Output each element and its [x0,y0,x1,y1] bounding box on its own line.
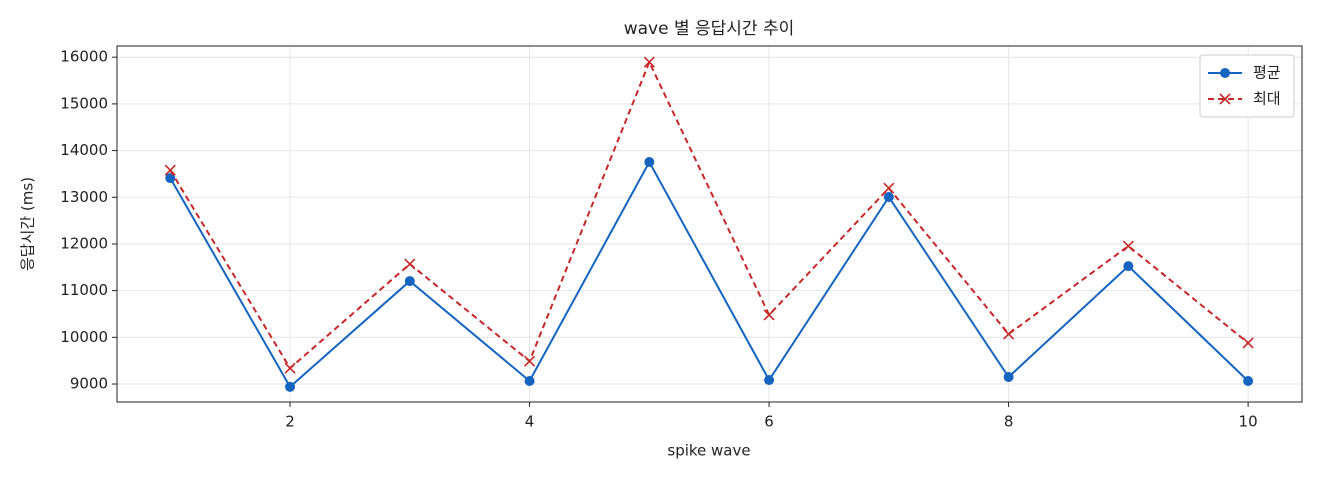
marker [643,56,655,68]
marker [523,355,536,367]
y-tick-label: 13000 [60,188,108,206]
series-line [169,59,1249,370]
marker [1003,372,1014,383]
y-tick-label: 14000 [60,141,108,159]
x-tick-label: 8 [1004,413,1014,431]
y-tick-label: 15000 [60,94,108,112]
marker [764,375,775,386]
marker [164,164,176,176]
x-tick-label: 6 [764,413,774,431]
marker [1122,240,1134,252]
marker [1220,68,1230,78]
legend-label: 최대 [1253,90,1281,108]
legend-label: 평균 [1253,64,1281,82]
marker [1242,337,1254,349]
chart-title: wave 별 응답시간 추이 [624,19,795,39]
y-tick-label: 12000 [60,234,108,252]
marker [883,182,895,194]
series-line [169,159,1249,389]
y-tick-label: 11000 [60,281,108,299]
y-axis-label: 응답시간 (ms) [19,177,37,271]
marker [404,258,416,270]
plot-frame [116,45,1303,403]
marker [1219,93,1231,105]
marker [1003,328,1015,340]
x-tick-label: 10 [1239,413,1258,431]
marker [1243,375,1254,386]
marker [1123,261,1134,272]
y-tick-label: 9000 [70,375,108,393]
y-tick-label: 10000 [60,328,108,346]
x-tick-label: 2 [285,413,295,431]
marker [284,362,296,374]
marker [285,381,296,392]
x-axis-label: spike wave [667,442,750,460]
marker [404,276,415,287]
marker [644,157,655,168]
y-tick-label: 16000 [60,48,108,66]
marker [883,192,894,203]
marker [763,309,775,321]
x-tick-label: 4 [525,413,535,431]
marker [524,375,535,386]
